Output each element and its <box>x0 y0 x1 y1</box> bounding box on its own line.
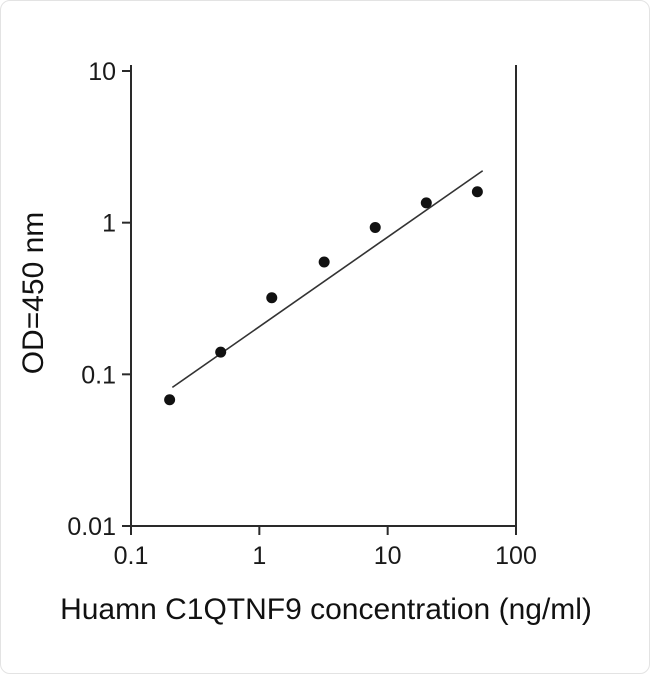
data-point <box>471 186 483 198</box>
y-axis-title: OD=450 nm <box>17 212 50 375</box>
data-point <box>318 256 330 268</box>
y-tick-label: 10 <box>88 58 116 86</box>
x-axis-title: Huamn C1QTNF9 concentration (ng/ml) <box>60 593 592 626</box>
data-point <box>369 221 381 233</box>
data-point <box>164 394 176 406</box>
y-tick-label: 0.01 <box>67 513 116 541</box>
data-point <box>266 292 278 304</box>
data-point <box>215 346 227 358</box>
x-tick-label: 0.1 <box>114 542 149 570</box>
y-tick-label: 0.1 <box>81 361 116 389</box>
x-tick-label: 100 <box>495 542 537 570</box>
data-point <box>420 197 432 209</box>
x-tick-label: 10 <box>374 542 402 570</box>
x-tick-label: 1 <box>252 542 266 570</box>
y-tick-label: 1 <box>102 210 116 238</box>
